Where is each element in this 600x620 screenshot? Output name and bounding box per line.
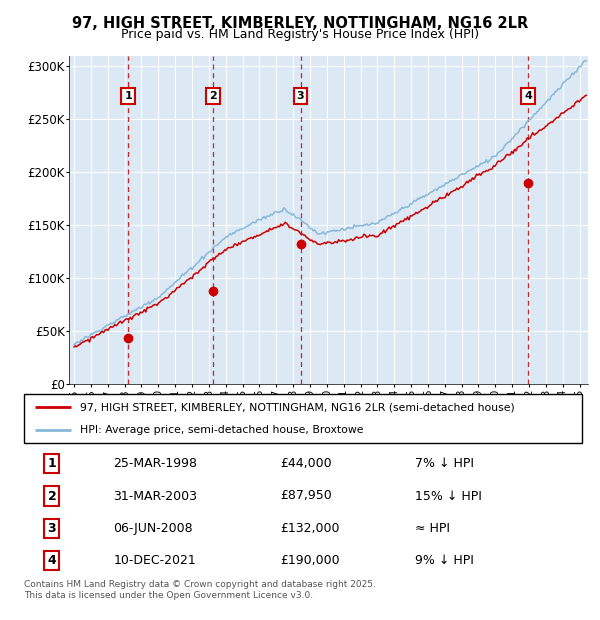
Text: ≈ HPI: ≈ HPI [415, 522, 449, 534]
Text: 4: 4 [47, 554, 56, 567]
Text: Contains HM Land Registry data © Crown copyright and database right 2025.
This d: Contains HM Land Registry data © Crown c… [24, 580, 376, 601]
Text: 2: 2 [209, 91, 217, 101]
Text: £190,000: £190,000 [281, 554, 340, 567]
Text: 1: 1 [47, 458, 56, 470]
Text: HPI: Average price, semi-detached house, Broxtowe: HPI: Average price, semi-detached house,… [80, 425, 364, 435]
Text: £44,000: £44,000 [281, 458, 332, 470]
Text: 97, HIGH STREET, KIMBERLEY, NOTTINGHAM, NG16 2LR: 97, HIGH STREET, KIMBERLEY, NOTTINGHAM, … [72, 16, 528, 30]
Text: £87,950: £87,950 [281, 490, 332, 502]
Text: 7% ↓ HPI: 7% ↓ HPI [415, 458, 473, 470]
Text: 4: 4 [524, 91, 532, 101]
Text: 25-MAR-1998: 25-MAR-1998 [113, 458, 197, 470]
Text: 3: 3 [47, 522, 56, 534]
Text: Price paid vs. HM Land Registry's House Price Index (HPI): Price paid vs. HM Land Registry's House … [121, 28, 479, 41]
Text: 1: 1 [125, 91, 133, 101]
Text: £132,000: £132,000 [281, 522, 340, 534]
Text: 3: 3 [297, 91, 304, 101]
Text: 31-MAR-2003: 31-MAR-2003 [113, 490, 197, 502]
Text: 97, HIGH STREET, KIMBERLEY, NOTTINGHAM, NG16 2LR (semi-detached house): 97, HIGH STREET, KIMBERLEY, NOTTINGHAM, … [80, 402, 515, 412]
Text: 15% ↓ HPI: 15% ↓ HPI [415, 490, 481, 502]
Text: 9% ↓ HPI: 9% ↓ HPI [415, 554, 473, 567]
Text: 06-JUN-2008: 06-JUN-2008 [113, 522, 193, 534]
Text: 10-DEC-2021: 10-DEC-2021 [113, 554, 196, 567]
Text: 2: 2 [47, 490, 56, 502]
